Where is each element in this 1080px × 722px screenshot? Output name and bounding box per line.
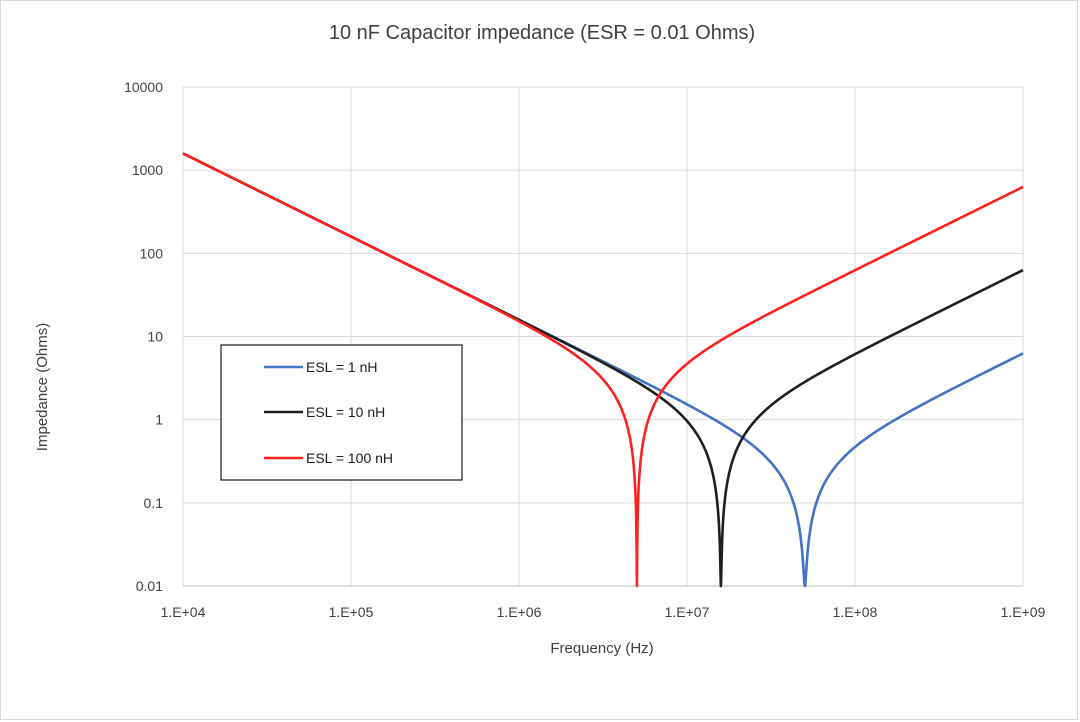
y-axis-label: Impedance (Ohms) — [34, 323, 51, 451]
legend-label-esl-1nh: ESL = 1 nH — [306, 359, 377, 375]
tick-labels: 1.E+04 1.E+05 1.E+06 1.E+07 1.E+08 1.E+09 0.01… — [124, 79, 1046, 620]
y-tick-label: 1 — [155, 412, 163, 428]
series-line-esl-100nh — [182, 152, 1024, 588]
y-tick-label: 10 — [147, 329, 163, 345]
x-tick-label: 1.E+05 — [329, 604, 374, 620]
legend: ESL = 1 nH ESL = 10 nH ESL = 100 nH — [220, 344, 463, 481]
series-lines — [182, 152, 1024, 588]
legend-box — [220, 344, 463, 481]
chart-title: 10 nF Capacitor impedance (ESR = 0.01 Oh… — [329, 22, 755, 44]
x-tick-label: 1.E+08 — [833, 604, 878, 620]
x-tick-label: 1.E+04 — [161, 604, 206, 620]
y-tick-label: 0.01 — [136, 578, 163, 594]
y-tick-label: 1000 — [132, 162, 163, 178]
x-axis-label: Frequency (Hz) — [550, 640, 653, 657]
x-tick-label: 1.E+09 — [1001, 604, 1046, 620]
y-tick-label: 0.1 — [144, 495, 164, 511]
x-tick-label: 1.E+07 — [665, 604, 710, 620]
legend-label-esl-100nh: ESL = 100 nH — [306, 450, 393, 466]
y-tick-label: 100 — [140, 245, 164, 261]
gridlines — [182, 86, 1024, 587]
y-tick-label: 10000 — [124, 79, 163, 95]
x-tick-label: 1.E+06 — [497, 604, 542, 620]
legend-label-esl-10nh: ESL = 10 nH — [306, 404, 385, 420]
